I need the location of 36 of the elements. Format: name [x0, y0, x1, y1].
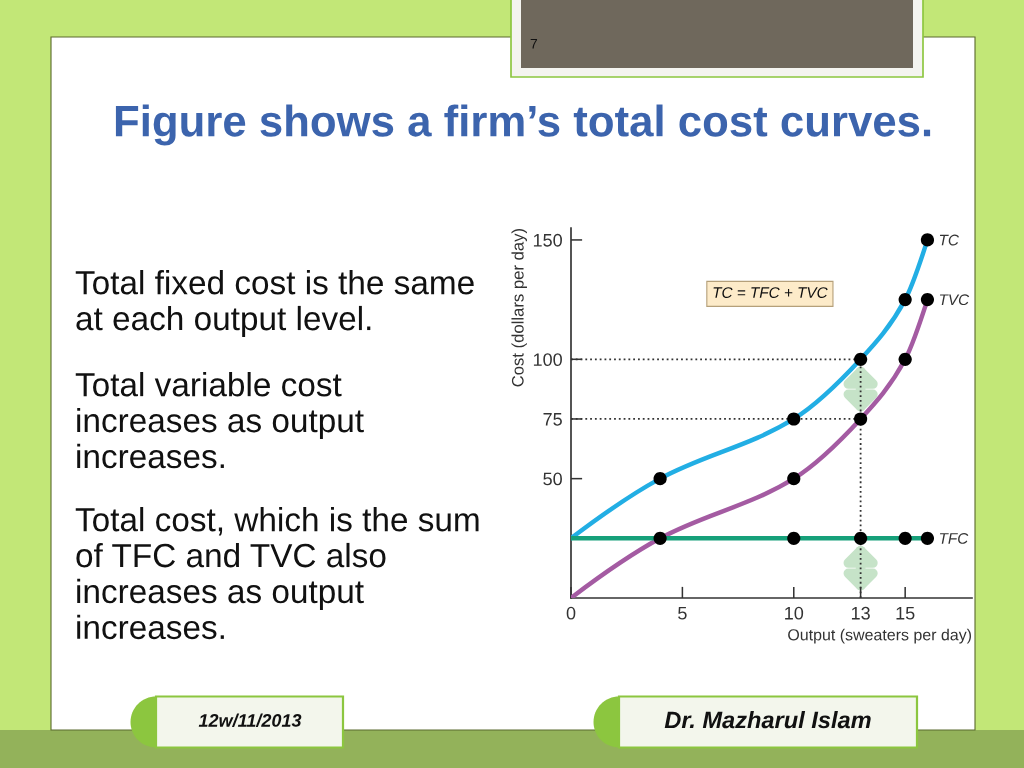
point — [653, 472, 667, 486]
y-tick-label: 150 — [533, 233, 562, 247]
x-tick-label: 0 — [566, 606, 576, 620]
y-axis-title: Cost (dollars per day) — [511, 229, 527, 387]
series-label: TVC — [939, 294, 970, 306]
point — [787, 412, 801, 426]
point — [898, 352, 912, 366]
point — [898, 293, 912, 307]
point — [653, 531, 667, 545]
y-tick-label: 50 — [543, 472, 562, 486]
text: Total variable cost increases as output increases. — [75, 372, 364, 469]
point — [854, 531, 868, 545]
series-label: TFC — [939, 532, 969, 544]
point — [787, 472, 801, 486]
series-label: TC — [939, 234, 959, 246]
text: Dr. Mazharul Islam — [664, 710, 871, 729]
x-tick-label: 13 — [851, 606, 870, 620]
x-tick-label: 5 — [678, 607, 687, 620]
text: Total fixed cost is the same at each output level. — [75, 270, 474, 337]
point — [854, 412, 868, 426]
text: 7 — [530, 39, 538, 49]
point — [787, 531, 801, 545]
x-tick-label: 15 — [896, 607, 915, 620]
point — [898, 531, 912, 545]
point — [854, 352, 868, 366]
text: Total cost, which is the sum of TFC and TVC also increases as output increases. — [75, 507, 479, 640]
point — [920, 293, 935, 307]
x-axis-title: Output (sweaters per day) — [788, 628, 972, 644]
x-tick-label: 10 — [785, 606, 804, 620]
point — [920, 531, 935, 545]
y-tick-label: 75 — [543, 413, 562, 426]
chart-title: Figure shows a firm’s total cost curves. — [115, 104, 931, 146]
point — [920, 233, 935, 247]
text: 12w/11/2013 — [198, 713, 302, 728]
annotation: TC = TFC + TVC — [713, 287, 828, 298]
y-tick-label: 100 — [533, 353, 562, 367]
